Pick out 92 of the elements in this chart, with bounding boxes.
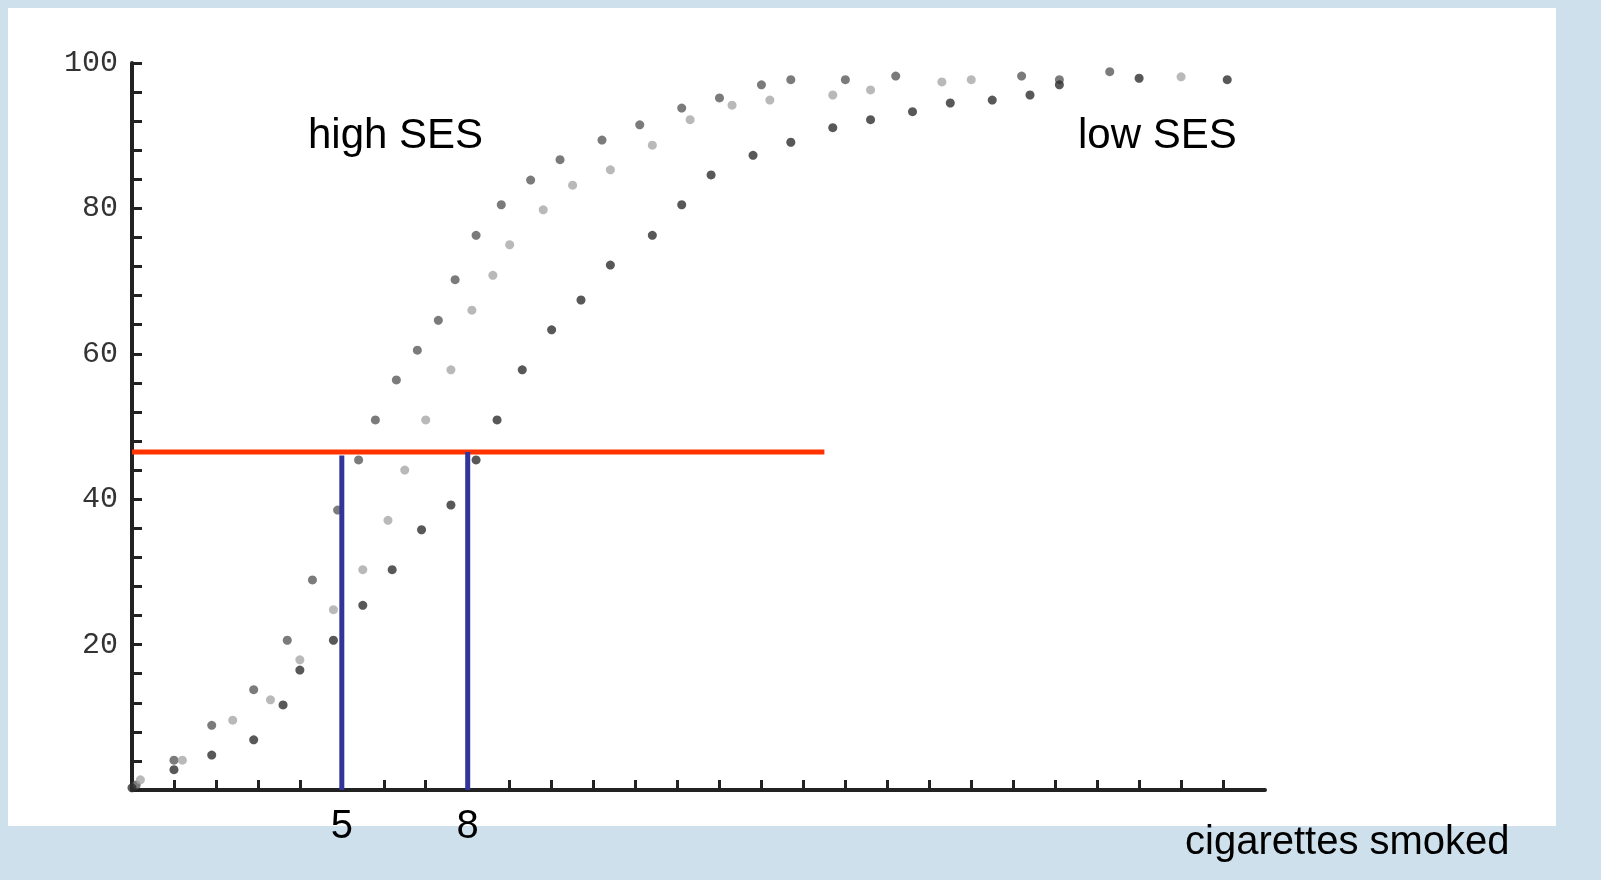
point xyxy=(505,240,515,250)
point xyxy=(358,565,368,575)
point xyxy=(328,605,338,615)
point xyxy=(295,655,305,665)
point xyxy=(765,95,775,105)
point xyxy=(282,635,292,645)
point xyxy=(605,260,615,270)
point xyxy=(517,365,527,375)
point xyxy=(328,635,338,645)
point xyxy=(400,465,410,475)
point xyxy=(421,415,431,425)
point xyxy=(828,90,838,100)
annotation: low SES xyxy=(1078,109,1237,157)
point xyxy=(1134,73,1144,83)
point xyxy=(1017,71,1027,81)
point xyxy=(207,750,217,760)
point xyxy=(249,685,259,695)
x-tick-label: 8 xyxy=(456,802,479,846)
point xyxy=(207,720,217,730)
point xyxy=(945,98,955,108)
point xyxy=(1222,75,1232,85)
point xyxy=(471,455,481,465)
point xyxy=(840,75,850,85)
point xyxy=(354,455,364,465)
point xyxy=(677,103,687,113)
point xyxy=(450,275,460,285)
point xyxy=(492,415,502,425)
y-tick-label: 40 xyxy=(81,482,118,517)
point xyxy=(966,75,976,85)
point xyxy=(383,515,393,525)
point xyxy=(685,115,695,125)
point xyxy=(576,295,586,305)
point xyxy=(488,270,498,280)
point xyxy=(786,75,796,85)
point xyxy=(265,695,275,705)
point xyxy=(727,100,737,110)
point xyxy=(249,735,259,745)
point xyxy=(866,85,876,95)
point xyxy=(706,170,716,180)
point xyxy=(526,175,536,185)
point xyxy=(496,200,506,210)
point xyxy=(937,77,947,87)
point xyxy=(417,525,427,535)
point xyxy=(866,115,876,125)
point xyxy=(278,700,288,710)
point xyxy=(677,200,687,210)
point xyxy=(908,107,918,117)
point xyxy=(1105,67,1115,77)
point xyxy=(647,140,657,150)
point xyxy=(228,715,238,725)
point xyxy=(307,575,317,585)
point xyxy=(295,665,305,675)
point xyxy=(433,315,443,325)
point xyxy=(987,95,997,105)
point xyxy=(467,305,477,315)
point xyxy=(1054,80,1064,90)
y-tick-label: 60 xyxy=(81,336,118,371)
point xyxy=(169,755,179,765)
point xyxy=(127,783,137,793)
point xyxy=(177,755,187,765)
point xyxy=(635,120,645,130)
point xyxy=(555,155,565,165)
point xyxy=(446,365,456,375)
point xyxy=(786,137,796,147)
point xyxy=(547,325,557,335)
point xyxy=(358,600,368,610)
point xyxy=(412,345,422,355)
point xyxy=(446,500,456,510)
point xyxy=(647,230,657,240)
y-tick-label: 80 xyxy=(81,191,118,226)
point xyxy=(471,230,481,240)
x-tick-label: 5 xyxy=(330,802,353,846)
point xyxy=(714,93,724,103)
y-tick-label: 100 xyxy=(63,46,118,80)
point xyxy=(756,80,766,90)
point xyxy=(597,135,607,145)
point xyxy=(568,180,578,190)
point xyxy=(135,775,145,785)
point xyxy=(538,205,548,215)
y-tick-label: 20 xyxy=(81,627,118,662)
point xyxy=(828,123,838,133)
point xyxy=(391,375,401,385)
x-axis-title: cigarettes smoked xyxy=(1185,818,1510,862)
point xyxy=(169,765,179,775)
point xyxy=(605,165,615,175)
point xyxy=(1176,72,1186,82)
point xyxy=(891,71,901,81)
point xyxy=(748,150,758,160)
point xyxy=(370,415,380,425)
point xyxy=(1025,90,1035,100)
point xyxy=(387,565,397,575)
annotation: high SES xyxy=(308,109,484,157)
